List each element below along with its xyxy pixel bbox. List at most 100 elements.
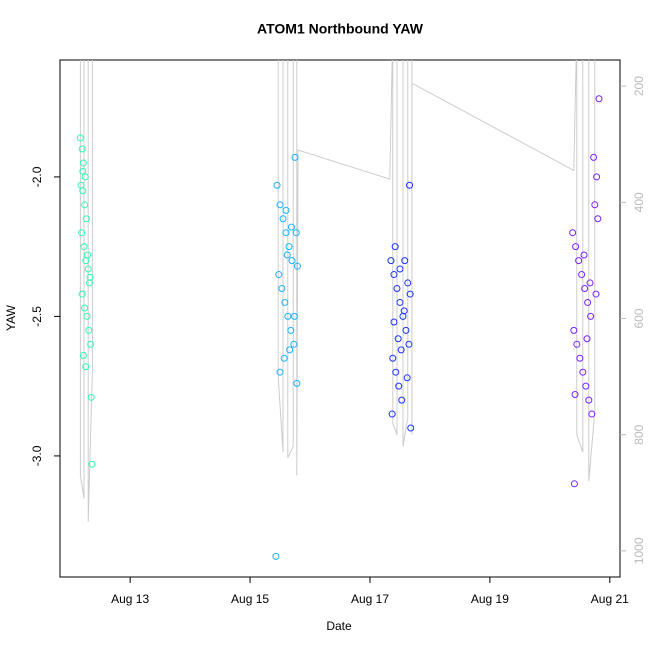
point	[82, 215, 90, 223]
line	[79, 60, 596, 522]
y2-tick-label: 1000	[632, 537, 646, 564]
point	[276, 201, 284, 209]
point	[86, 273, 94, 281]
point	[406, 290, 414, 298]
point	[402, 326, 410, 334]
point	[85, 326, 93, 334]
point	[88, 460, 96, 468]
point	[87, 393, 95, 401]
point	[293, 262, 301, 270]
point	[280, 354, 288, 362]
y2-tick-label: 600	[632, 308, 646, 328]
point	[79, 159, 87, 167]
point	[82, 363, 90, 371]
point	[290, 312, 298, 320]
point	[272, 552, 280, 560]
point	[84, 251, 92, 259]
y2-tick-label: 800	[632, 424, 646, 444]
y-tick-label: -2.0	[30, 166, 44, 187]
point	[401, 257, 409, 265]
point	[571, 391, 579, 399]
point	[279, 215, 287, 223]
point	[390, 318, 398, 326]
point	[393, 285, 401, 293]
point	[286, 346, 294, 354]
point	[283, 251, 291, 259]
plot-area	[76, 60, 603, 560]
y-axis-label: YAW	[4, 304, 18, 331]
point	[282, 229, 290, 237]
x-tick-label: Aug 19	[471, 592, 509, 606]
point	[81, 173, 89, 181]
point	[282, 206, 290, 214]
point	[406, 181, 414, 189]
point	[389, 354, 397, 362]
point	[81, 201, 89, 209]
point	[404, 279, 412, 287]
point	[394, 335, 402, 343]
x-tick-label: Aug 15	[231, 592, 269, 606]
point	[78, 145, 86, 153]
x-tick-label: Aug 21	[591, 592, 629, 606]
point	[76, 134, 84, 142]
point	[388, 410, 396, 418]
point	[396, 298, 404, 306]
point	[581, 285, 589, 293]
x-tick-label: Aug 13	[111, 592, 149, 606]
point	[281, 298, 289, 306]
point	[288, 257, 296, 265]
point	[80, 243, 88, 251]
point	[570, 326, 578, 334]
point	[81, 304, 89, 312]
point	[407, 424, 415, 432]
point	[587, 312, 595, 320]
point	[290, 340, 298, 348]
point	[593, 173, 601, 181]
point	[293, 379, 301, 387]
plot-frame	[59, 59, 621, 578]
point	[275, 271, 283, 279]
x-tick-label: Aug 17	[351, 592, 389, 606]
point	[395, 382, 403, 390]
point	[287, 223, 295, 231]
point	[390, 271, 398, 279]
point	[578, 271, 586, 279]
point	[592, 290, 600, 298]
y2-tick-label: 200	[632, 76, 646, 96]
point	[387, 257, 395, 265]
point	[292, 229, 300, 237]
point	[284, 312, 292, 320]
point	[576, 354, 584, 362]
point	[85, 279, 93, 287]
y-tick-label: -2.5	[30, 306, 44, 327]
point	[569, 229, 577, 237]
point	[392, 368, 400, 376]
point	[285, 243, 293, 251]
point	[590, 153, 598, 161]
point	[570, 480, 578, 488]
point	[583, 335, 591, 343]
point	[79, 187, 87, 195]
point	[78, 290, 86, 298]
chart-title: ATOM1 Northbound YAW	[257, 21, 424, 37]
point	[579, 368, 587, 376]
point	[391, 243, 399, 251]
point	[78, 229, 86, 237]
y-tick-label: -3.0	[30, 445, 44, 466]
point	[403, 374, 411, 382]
point	[405, 340, 413, 348]
point	[398, 396, 406, 404]
point	[83, 312, 91, 320]
point	[400, 307, 408, 315]
point	[291, 153, 299, 161]
y2-tick-label: 400	[632, 192, 646, 212]
point	[584, 298, 592, 306]
point	[582, 382, 590, 390]
point	[588, 410, 596, 418]
point	[397, 346, 405, 354]
point	[79, 167, 87, 175]
point	[278, 285, 286, 293]
point	[396, 265, 404, 273]
point	[586, 279, 594, 287]
